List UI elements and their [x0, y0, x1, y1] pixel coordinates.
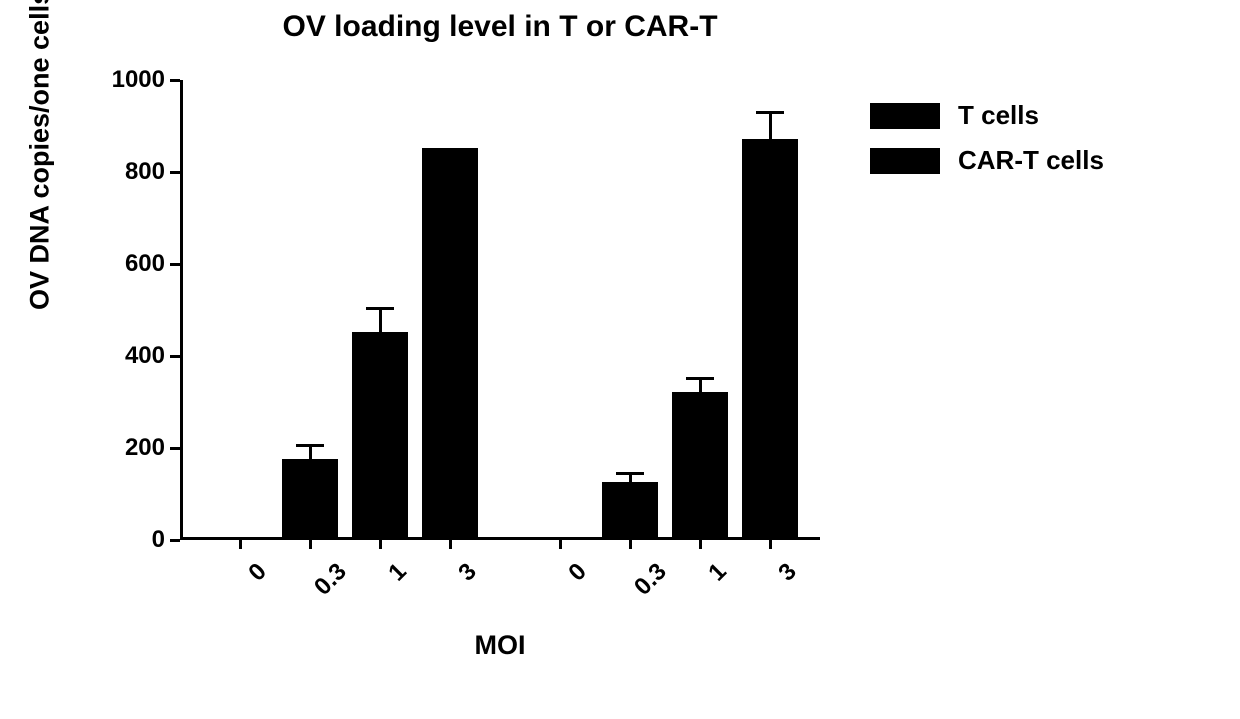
- bar: [672, 392, 728, 537]
- legend-label: T cells: [958, 100, 1039, 131]
- x-tick: [559, 537, 562, 549]
- x-tick: [239, 537, 242, 549]
- x-tick-label: 3: [773, 558, 802, 587]
- y-tick-label: 200: [95, 434, 165, 462]
- x-axis-title: MOI: [180, 630, 820, 661]
- x-tick: [699, 537, 702, 549]
- x-tick-label: 0: [563, 558, 592, 587]
- y-tick-label: 400: [95, 342, 165, 370]
- y-tick: [170, 355, 180, 358]
- chart-container: OV loading level in T or CAR-T OV DNA co…: [40, 10, 1200, 710]
- y-tick: [170, 447, 180, 450]
- error-bar: [379, 307, 382, 332]
- y-axis-line: [180, 80, 183, 540]
- y-tick-label: 800: [95, 158, 165, 186]
- error-cap: [296, 444, 324, 447]
- bar: [602, 482, 658, 537]
- x-tick-label: 0.3: [309, 558, 352, 601]
- error-bar: [769, 111, 772, 140]
- x-axis-line: [180, 537, 820, 540]
- x-tick: [629, 537, 632, 549]
- error-cap: [686, 377, 714, 380]
- x-tick: [379, 537, 382, 549]
- x-tick-label: 0: [243, 558, 272, 587]
- x-tick-label: 1: [383, 558, 412, 587]
- y-axis-title: OV DNA copies/one cells: [25, 0, 56, 310]
- bar: [422, 148, 478, 537]
- x-tick-label: 0.3: [629, 558, 672, 601]
- x-tick: [309, 537, 312, 549]
- x-tick-label: 3: [453, 558, 482, 587]
- legend-item: CAR-T cells: [870, 145, 1104, 176]
- legend-item: T cells: [870, 100, 1104, 131]
- error-cap: [756, 111, 784, 114]
- bar: [742, 139, 798, 537]
- chart-title: OV loading level in T or CAR-T: [180, 10, 820, 44]
- legend-swatch: [870, 103, 940, 129]
- error-cap: [616, 472, 644, 475]
- legend-swatch: [870, 148, 940, 174]
- error-cap: [366, 307, 394, 310]
- bar: [282, 459, 338, 537]
- legend: T cells CAR-T cells: [870, 100, 1104, 190]
- y-tick: [170, 79, 180, 82]
- y-tick-label: 0: [95, 526, 165, 554]
- x-tick: [769, 537, 772, 549]
- y-tick: [170, 263, 180, 266]
- y-tick-label: 600: [95, 250, 165, 278]
- y-tick-label: 1000: [95, 66, 165, 94]
- x-tick: [449, 537, 452, 549]
- bar: [352, 332, 408, 537]
- x-tick-label: 1: [703, 558, 732, 587]
- legend-label: CAR-T cells: [958, 145, 1104, 176]
- y-tick: [170, 171, 180, 174]
- y-tick: [170, 539, 180, 542]
- plot-area: 0200400600800100000.31300.313: [180, 80, 820, 540]
